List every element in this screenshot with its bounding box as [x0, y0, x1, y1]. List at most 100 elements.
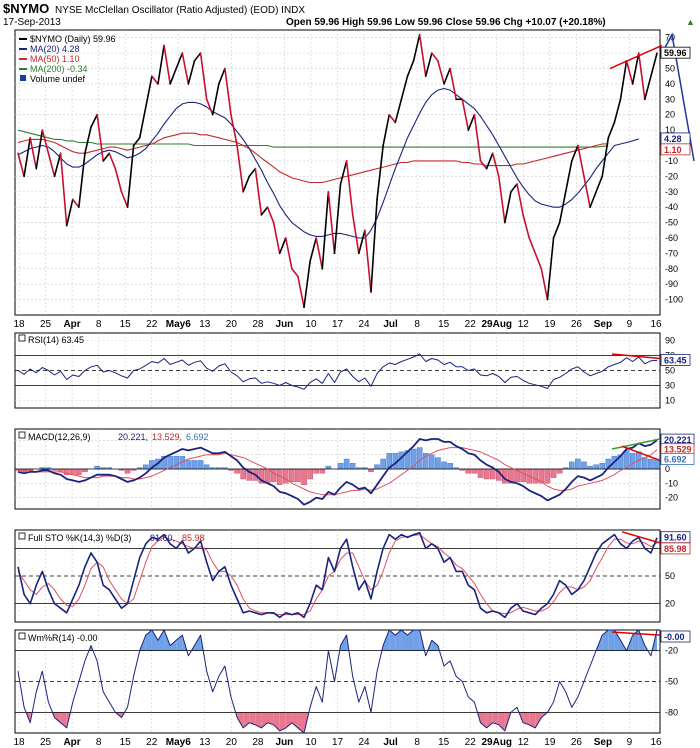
legend-entry: MA(20) 4.28 [30, 44, 80, 54]
nymo-down-segment [479, 160, 488, 170]
x-tick-label-bottom: 15 [438, 737, 450, 748]
x-tick-label: May6 [166, 319, 191, 330]
nymo-down-segment [71, 198, 80, 208]
x-tick-label: 25 [40, 319, 52, 330]
nymo-down-segment [17, 152, 25, 178]
macd-histogram-bar [343, 458, 350, 470]
macd-histogram-bar [556, 468, 563, 474]
x-tick-label-bottom: 26 [571, 737, 583, 748]
nymo-down-segment [29, 137, 38, 170]
nymo-up-segment [78, 152, 86, 208]
rsi-legend-swatch [18, 334, 26, 342]
y-tick-label-main: -60 [665, 233, 678, 243]
ohlc-readout: Open 59.96 High 59.96 Low 59.96 Close 59… [286, 17, 606, 28]
nymo-down-segment [199, 52, 208, 101]
x-tick-label: 9 [627, 319, 633, 330]
wmr-overbought-fill [170, 640, 177, 651]
nymo-down-segment [516, 183, 524, 216]
macd-histogram-bar [441, 461, 447, 470]
nymo-down-segment [181, 52, 190, 85]
macd-histogram-bar [429, 454, 435, 470]
y-tick-label-rsi: 50 [665, 366, 675, 376]
nymo-up-segment [650, 52, 658, 78]
y-tick-label-main: -50 [665, 218, 678, 228]
macd-green-trend [611, 438, 661, 450]
x-tick-label-bottom: 8 [414, 737, 420, 748]
x-tick-label: 18 [13, 319, 25, 330]
nymo-up-segment [394, 98, 403, 124]
x-tick-label: 22 [146, 319, 158, 330]
macd-histogram-bar [173, 455, 180, 470]
x-tick-label-bottom: 22 [146, 737, 158, 748]
y-tick-label-main: -100 [665, 295, 683, 305]
chart-date: 17-Sep-2013 [3, 17, 61, 28]
sto-legend: Full STO %K(14,3) %D(3) [28, 533, 131, 543]
nymo-down-segment [224, 67, 232, 116]
nymo-up-segment [546, 237, 555, 301]
macd-histogram-bar [240, 468, 246, 480]
wmr-overbought-fill [151, 630, 158, 651]
nymo-down-segment [114, 167, 123, 193]
macd-histogram-bar [185, 460, 192, 470]
wmr-oversold-fill [279, 712, 286, 731]
x-tick-label-bottom: 9 [627, 737, 633, 748]
nymo-down-segment [388, 113, 397, 124]
nymo-up-segment [631, 52, 640, 85]
macd-histogram-bar [483, 468, 490, 480]
nymo-up-segment [218, 67, 226, 85]
x-tick-label-bottom: 18 [13, 737, 25, 748]
macd-histogram-bar [197, 460, 204, 470]
nymo-down-segment [230, 113, 238, 147]
macd-histogram-bar [143, 464, 149, 470]
wmr-overbought-fill [413, 630, 420, 651]
rsi-value-label: 63.45 [664, 355, 687, 365]
macd-histogram-bar [435, 457, 441, 470]
macd-histogram-bar [489, 468, 496, 480]
nymo-down-segment [534, 252, 543, 270]
macd-histogram-bar [587, 465, 593, 470]
macd-histogram-bar [289, 468, 295, 483]
rsi-line [17, 353, 658, 390]
chg-arrow-icon: ▲ [686, 17, 695, 27]
x-tick-label: 15 [120, 319, 132, 330]
nymo-up-segment [248, 167, 257, 178]
macd-histogram-bar [532, 468, 539, 484]
nymo-up-segment [278, 237, 287, 255]
sto-k-line [17, 531, 658, 619]
y-tick-label-main: 50 [665, 64, 675, 74]
wmr-oversold-fill [255, 712, 262, 728]
x-tick-label-bottom: 12 [518, 737, 530, 748]
nymo-down-segment [345, 160, 354, 216]
x-tick-label: Jun [276, 319, 294, 330]
x-tick-label-bottom: 13 [199, 737, 211, 748]
nymo-up-segment [321, 190, 330, 270]
wmr-oversold-fill [261, 712, 268, 728]
nymo-up-segment [504, 190, 512, 224]
wmr-overbought-fill [145, 630, 152, 651]
x-tick-label: 12 [518, 319, 530, 330]
ma20-line [17, 87, 639, 239]
legend-entry: $NYMO (Daily) 59.96 [30, 34, 116, 44]
wmr-oversold-fill [535, 712, 542, 728]
header-svg: $NYMO NYSE McClellan Oscillator (Ratio A… [3, 1, 695, 28]
macd-histogram-bar [581, 461, 587, 470]
macd-histogram-bar [295, 468, 301, 483]
nymo-up-segment [260, 206, 269, 216]
macd-histogram-bar [465, 468, 472, 474]
macd-histogram-bar [642, 457, 648, 470]
nymo-up-segment [132, 137, 141, 147]
y-tick-label-macd: -10 [665, 478, 678, 488]
wmr-overbought-fill [431, 640, 438, 651]
y-tick-label-main: -20 [665, 171, 678, 181]
x-tick-label-bottom: Sep [594, 737, 612, 748]
legend-entry: MA(50) 1.10 [30, 54, 80, 64]
nymo-up-segment [382, 113, 391, 147]
x-tick-label: Jul [383, 319, 398, 330]
sto-legend-value: 85.98 [182, 533, 205, 543]
wmr-overbought-fill [602, 630, 609, 651]
nymo-up-segment [175, 52, 184, 70]
wmr-overbought-fill [158, 630, 165, 651]
macd-histogram-bar [270, 468, 277, 483]
legend-entry: MA(200) -0.34 [30, 64, 88, 74]
